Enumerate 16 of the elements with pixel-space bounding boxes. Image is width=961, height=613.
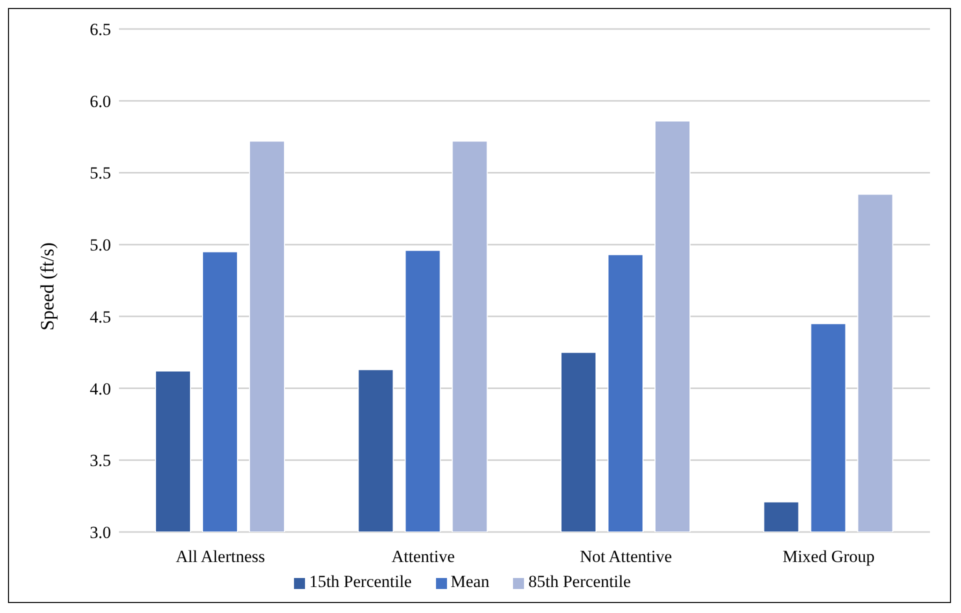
y-tick-label: 4.5	[90, 307, 111, 326]
y-tick-label: 3.0	[90, 523, 111, 542]
x-tick-label: Not Attentive	[580, 547, 672, 566]
y-axis-title: Speed (ft/s)	[38, 242, 59, 330]
y-tick-label: 6.5	[90, 20, 111, 40]
y-tick-label: 3.5	[90, 451, 111, 470]
y-tick-label: 5.5	[90, 164, 111, 183]
y-tick-label: 4.0	[90, 379, 111, 398]
legend-label: 85th Percentile	[528, 572, 631, 591]
x-tick-label: Attentive	[391, 547, 455, 566]
y-tick-label: 5.0	[90, 236, 111, 255]
x-tick-label: Mixed Group	[782, 547, 875, 566]
y-tick-label: 6.0	[90, 92, 111, 111]
legend-label: 15th Percentile	[309, 572, 412, 591]
legend-label: Mean	[450, 572, 490, 591]
x-tick-label: All Alertness	[176, 547, 265, 566]
